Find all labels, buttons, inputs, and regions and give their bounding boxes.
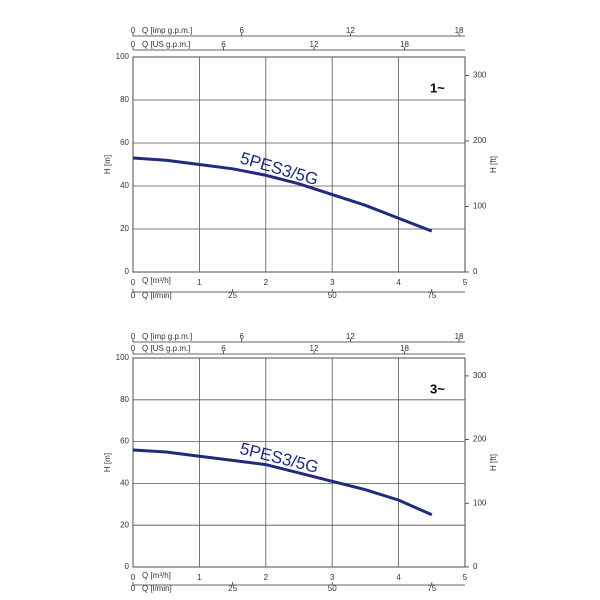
annotation-box bbox=[423, 79, 459, 97]
y2-tick-label: 300 bbox=[473, 371, 487, 380]
axis-tick-label: 0 bbox=[131, 344, 136, 353]
y-tick-label: 20 bbox=[120, 224, 129, 233]
axis-label: Q [l/min] bbox=[142, 291, 172, 300]
curve-label: 5PES3/5G bbox=[238, 149, 320, 190]
axis-tick-label: 12 bbox=[310, 40, 319, 49]
y2-axis-label: H [ft] bbox=[489, 156, 498, 173]
axis-label: Q [US g.p.m.] bbox=[142, 344, 190, 353]
axis-tick-label: 0 bbox=[131, 26, 136, 35]
x-tick-label: 3 bbox=[330, 573, 335, 582]
axis-tick-label: 12 bbox=[346, 26, 355, 35]
x-tick-label: 3 bbox=[330, 278, 335, 287]
y2-tick-label: 200 bbox=[473, 136, 487, 145]
x-tick-label: 5 bbox=[463, 573, 468, 582]
x-tick-label: 0 bbox=[131, 573, 136, 582]
curve bbox=[132, 448, 433, 517]
axis-tick-label: 0 bbox=[131, 291, 136, 300]
x-tick-label: 4 bbox=[396, 573, 401, 582]
curve-label: 5PES3/5G bbox=[238, 439, 321, 477]
y-tick-label: 40 bbox=[120, 181, 129, 190]
axis-tick-label: 12 bbox=[346, 332, 355, 341]
axis-tick-label: 6 bbox=[239, 26, 244, 35]
axis-tick-label: 25 bbox=[228, 291, 237, 300]
axis-tick-label: 18 bbox=[400, 344, 409, 353]
axis-tick-label: 18 bbox=[455, 332, 464, 341]
annotation: 3~ bbox=[430, 381, 445, 396]
y-tick-label: 40 bbox=[120, 479, 129, 488]
x-tick-label: 1 bbox=[197, 278, 202, 287]
axis-tick-label: 50 bbox=[328, 584, 337, 593]
y2-tick-label: 200 bbox=[473, 435, 487, 444]
x-tick-label: 2 bbox=[264, 573, 269, 582]
y-tick-label: 60 bbox=[120, 138, 129, 147]
x-tick-label: 2 bbox=[264, 278, 269, 287]
x-tick-label: 0 bbox=[131, 278, 136, 287]
y-tick-label: 60 bbox=[120, 437, 129, 446]
axis-tick-label: 6 bbox=[221, 344, 226, 353]
y2-tick-label: 100 bbox=[473, 498, 487, 507]
axis-tick-label: 18 bbox=[400, 40, 409, 49]
x-axis-label: Q [m³/h] bbox=[142, 276, 171, 285]
y2-axis-label: H [ft] bbox=[489, 454, 498, 471]
axis-tick-label: 0 bbox=[131, 40, 136, 49]
x-tick-label: 4 bbox=[396, 278, 401, 287]
axis-label: Q [l/min] bbox=[142, 584, 172, 593]
axis-tick-label: 6 bbox=[239, 332, 244, 341]
y-tick-label: 0 bbox=[125, 562, 130, 571]
y-axis-label: H [m] bbox=[103, 453, 112, 472]
y-tick-label: 20 bbox=[120, 520, 129, 529]
x-axis-label: Q [m³/h] bbox=[142, 571, 171, 580]
x-tick-label: 5 bbox=[463, 278, 468, 287]
y2-tick-label: 100 bbox=[473, 202, 487, 211]
y-tick-label: 0 bbox=[125, 267, 130, 276]
y-tick-label: 100 bbox=[116, 52, 130, 61]
axis-tick-label: 0 bbox=[131, 584, 136, 593]
y-tick-label: 100 bbox=[116, 353, 130, 362]
axis-label: Q [imp g.p.m.] bbox=[142, 26, 192, 35]
y-tick-label: 80 bbox=[120, 95, 129, 104]
axis-tick-label: 25 bbox=[228, 584, 237, 593]
x-tick-label: 1 bbox=[197, 573, 202, 582]
annotation: 1~ bbox=[430, 80, 445, 95]
annotation-box bbox=[423, 380, 459, 398]
y-axis-label: H [m] bbox=[103, 155, 112, 174]
y2-tick-label: 0 bbox=[473, 562, 478, 571]
axis-tick-label: 75 bbox=[427, 291, 436, 300]
axis-label: Q [US g.p.m.] bbox=[142, 40, 190, 49]
y2-tick-label: 0 bbox=[473, 267, 478, 276]
axis-tick-label: 75 bbox=[427, 584, 436, 593]
curve bbox=[132, 156, 433, 233]
y2-tick-label: 300 bbox=[473, 71, 487, 80]
axis-tick-label: 6 bbox=[221, 40, 226, 49]
axis-tick-label: 12 bbox=[310, 344, 319, 353]
y-tick-label: 80 bbox=[120, 395, 129, 404]
axis-tick-label: 18 bbox=[455, 26, 464, 35]
axis-label: Q [imp g.p.m.] bbox=[142, 332, 192, 341]
axis-tick-label: 0 bbox=[131, 332, 136, 341]
axis-tick-label: 50 bbox=[328, 291, 337, 300]
